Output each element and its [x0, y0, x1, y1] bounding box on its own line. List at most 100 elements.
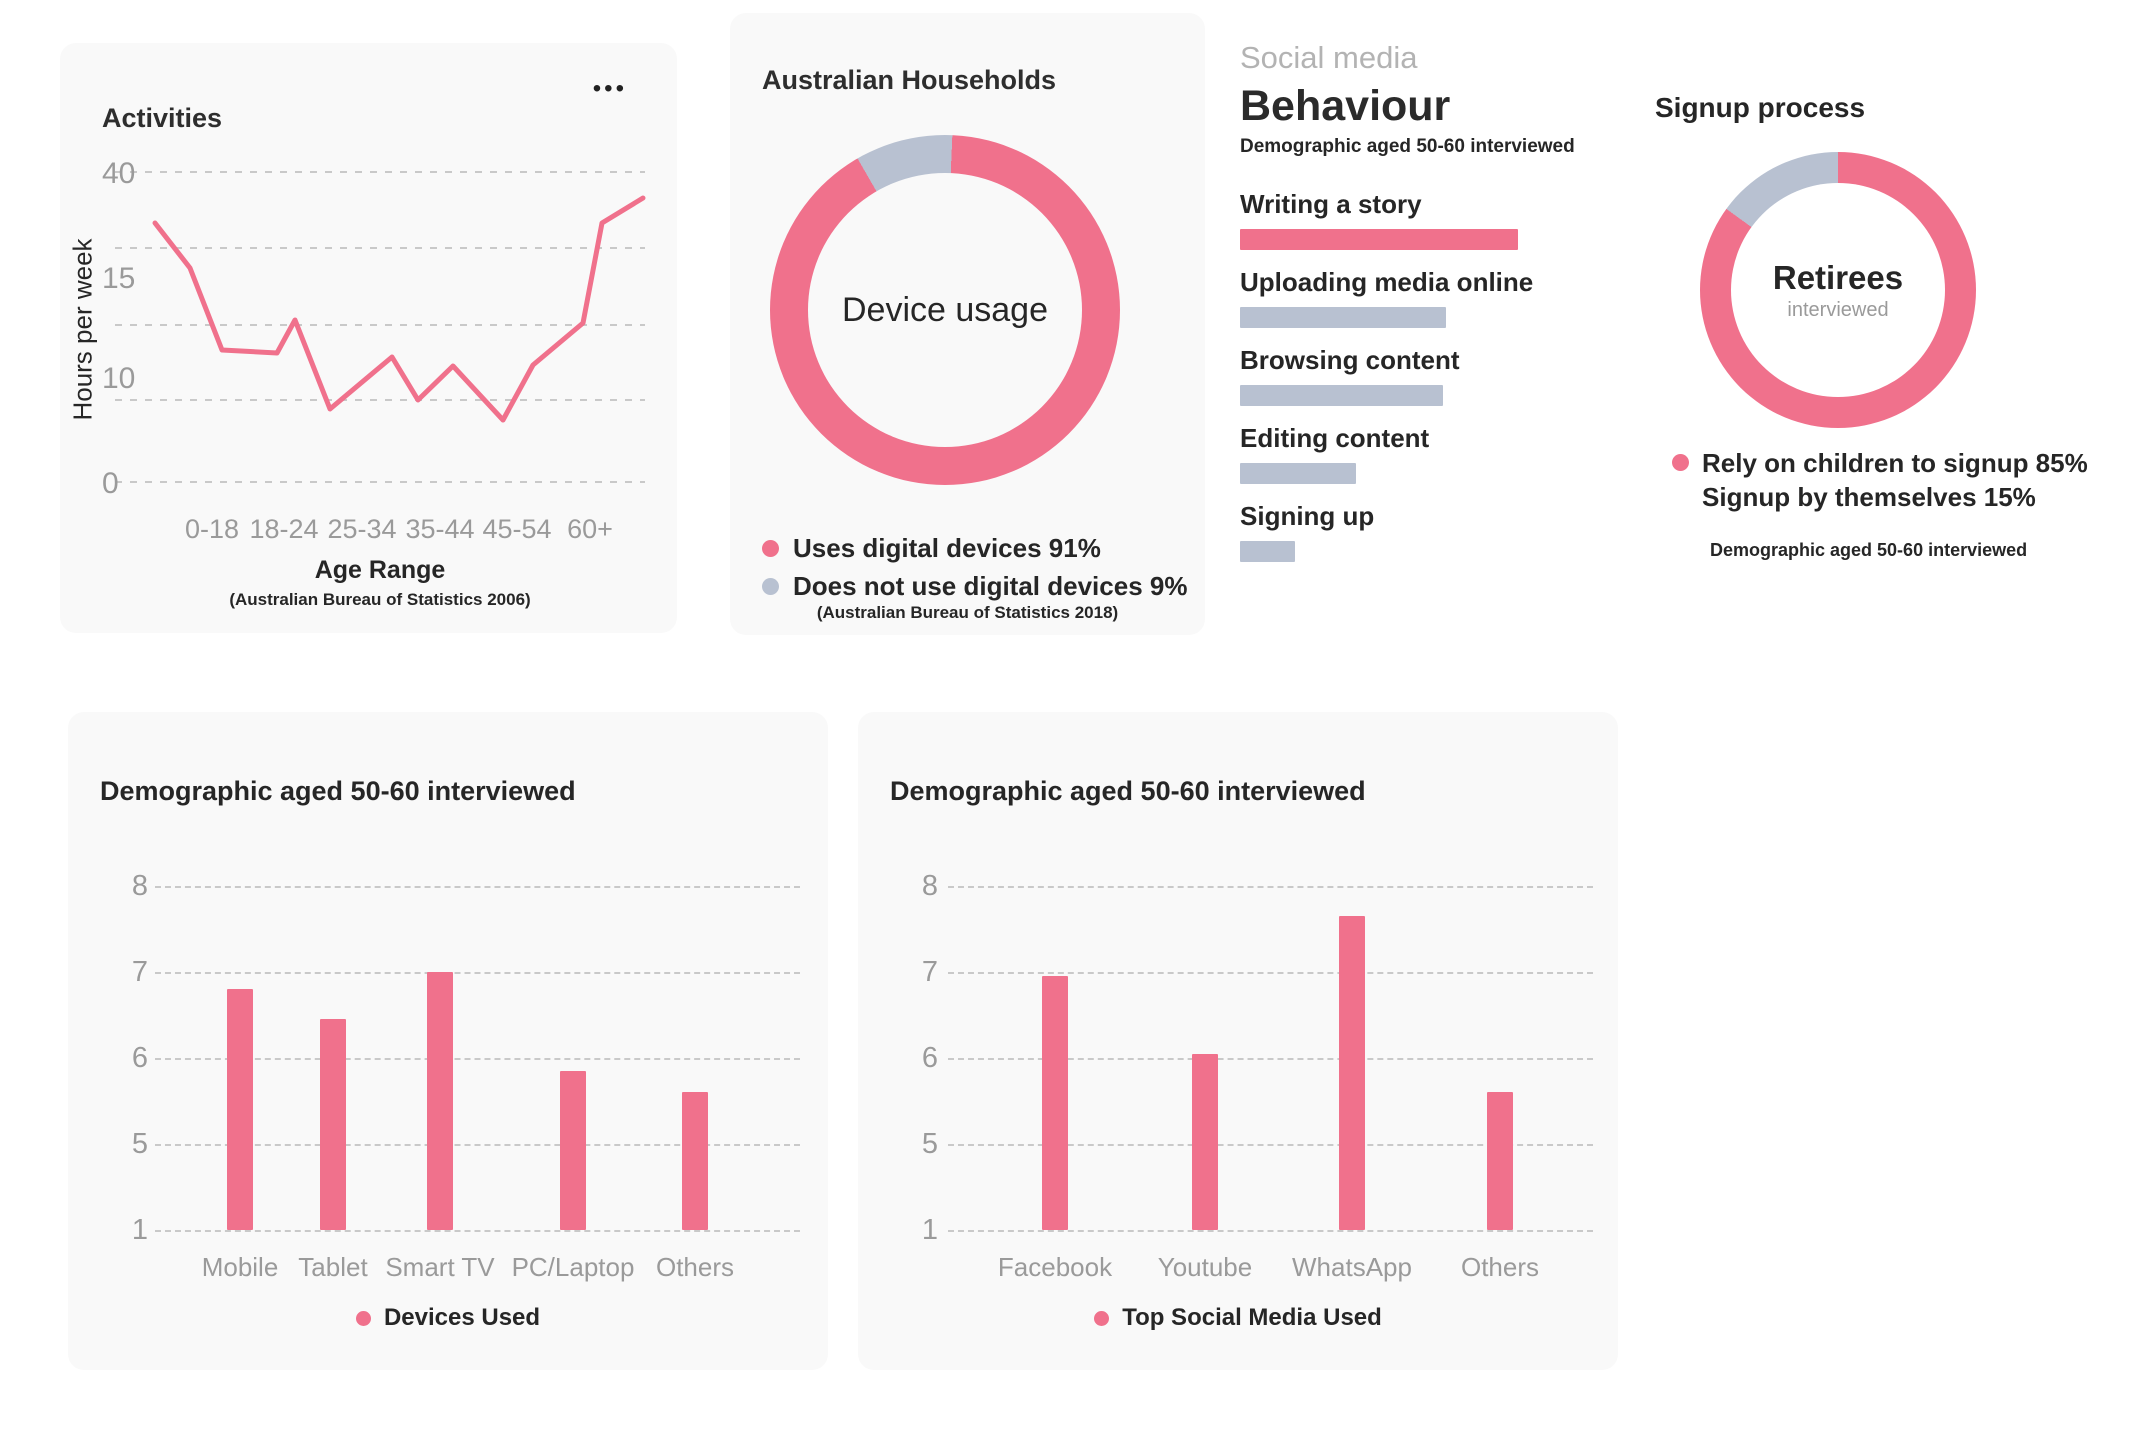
behaviour-item-bar [1240, 385, 1443, 406]
social-title: Demographic aged 50-60 interviewed [890, 776, 1366, 807]
devices-title: Demographic aged 50-60 interviewed [100, 776, 576, 807]
legend-label: Uses digital devices 91% [793, 533, 1101, 563]
legend-dot-icon [762, 540, 779, 557]
gridline [948, 1058, 1593, 1060]
x-tick-label: 35-44 [405, 514, 474, 544]
x-category-label: Facebook [997, 1252, 1113, 1282]
behaviour-item-bar [1240, 541, 1295, 562]
donut-center-label: Retirees [1772, 258, 1904, 296]
y-tick-label: 15 [102, 262, 135, 295]
gridline [155, 1144, 800, 1146]
y-tick-label: 1 [921, 1214, 938, 1246]
behaviour-item: Uploading media online [1240, 266, 1580, 328]
signup-legend-text: Rely on children to signup 85% Signup by… [1702, 446, 2088, 514]
gridline [948, 886, 1593, 888]
x-category-label: Others [1460, 1252, 1540, 1282]
behaviour-eyebrow: Social media [1240, 40, 1418, 75]
x-category-label: Tablet [298, 1252, 368, 1282]
behaviour-item-label: Signing up [1240, 501, 1375, 531]
x-category-label: PC/Laptop [511, 1252, 635, 1282]
gridline [948, 1230, 1593, 1232]
y-tick-label: 6 [921, 1042, 938, 1074]
signup-title: Signup process [1655, 92, 1866, 123]
social-media-card: Demographic aged 50-60 interviewed 8 7 6 5 1… [858, 712, 1618, 1370]
behaviour-bar-list: Writing a story Uploading media online Bro… [1240, 188, 1580, 562]
y-tick-label: 10 [102, 362, 135, 395]
bar [227, 989, 253, 1230]
activities-line-series [152, 195, 646, 423]
x-category-label: Smart TV [385, 1252, 495, 1282]
more-menu-icon[interactable]: ••• [592, 75, 627, 102]
legend-label: Top Social Media Used [1122, 1304, 1382, 1331]
households-title: Australian Households [762, 65, 1057, 96]
x-category-label: Youtube [1157, 1252, 1253, 1282]
x-axis-label: Age Range [314, 556, 446, 584]
bar [1042, 976, 1068, 1230]
legend-dot-icon [1094, 1310, 1110, 1326]
donut-center: Retirees interviewed [1731, 183, 1945, 397]
behaviour-item: Browsing content [1240, 344, 1580, 406]
activities-card: Activities ••• Hours per week 40 15 10 0 0-1… [60, 43, 677, 633]
y-tick-label: 7 [131, 956, 148, 988]
bar [560, 1071, 586, 1230]
signup-legend-line2: Signup by themselves 15% [1702, 482, 2036, 512]
behaviour-subtitle: Demographic aged 50-60 interviewed [1240, 136, 1575, 157]
households-source-note: (Australian Bureau of Statistics 2018) [816, 603, 1119, 622]
x-tick-label: 25-34 [327, 514, 396, 544]
y-tick-label: 8 [921, 870, 938, 902]
bar [682, 1092, 708, 1230]
legend-item: Uses digital devices 91% [762, 533, 1187, 564]
x-category-label: Others [655, 1252, 735, 1282]
devices-card: Demographic aged 50-60 interviewed 8 7 6 5 1… [68, 712, 828, 1370]
activities-source-note: (Australian Bureau of Statistics 2006) [229, 590, 531, 609]
gridline [948, 972, 1593, 974]
behaviour-item-bar [1240, 229, 1518, 250]
bar [320, 1019, 346, 1230]
x-tick-label: 60+ [567, 514, 613, 544]
behaviour-item-label: Editing content [1240, 423, 1430, 453]
gridline [155, 1230, 800, 1232]
gridline [155, 886, 800, 888]
gridline [155, 1058, 800, 1060]
legend-dot-icon [355, 1310, 371, 1326]
activities-title: Activities [102, 103, 223, 134]
gridline [155, 972, 800, 974]
donut-center-label: Device usage [841, 290, 1048, 329]
behaviour-item: Signing up [1240, 500, 1580, 562]
behaviour-item: Writing a story [1240, 188, 1580, 250]
y-axis-label: Hours per week [67, 238, 98, 421]
donut-center: Device usage [808, 173, 1082, 447]
social-bar-chart: 8 7 6 5 1 Facebook Youtube WhatsApp Others Top So… [858, 712, 1618, 1370]
signup-legend-line1: Rely on children to signup 85% [1702, 448, 2088, 478]
y-tick-label: 5 [921, 1128, 938, 1160]
x-tick-label: 18-24 [249, 514, 318, 544]
behaviour-item-bar [1240, 307, 1446, 328]
legend-item: Does not use digital devices 9% [762, 571, 1187, 602]
chart-legend: Devices Used [68, 1304, 828, 1332]
households-legend: Uses digital devices 91% Does not use dig… [762, 533, 1187, 609]
y-tick-label: 8 [131, 870, 148, 902]
signup-source-note: Demographic aged 50-60 interviewed [1710, 540, 2028, 560]
bar [1487, 1092, 1513, 1230]
behaviour-section: Social media Behaviour Demographic aged … [1240, 40, 1580, 578]
behaviour-item-label: Browsing content [1240, 345, 1460, 375]
signup-donut-chart: Retirees interviewed [1700, 152, 1976, 428]
gridline [948, 1144, 1593, 1146]
x-category-label: WhatsApp [1292, 1252, 1412, 1282]
bar [427, 972, 453, 1230]
y-tick-label: 7 [921, 956, 938, 988]
households-card: Australian Households Device usage Uses … [730, 13, 1205, 635]
y-tick-label: 5 [131, 1128, 148, 1160]
legend-dot-icon [762, 578, 779, 595]
y-tick-label: 6 [131, 1042, 148, 1074]
y-tick-label: 0 [102, 467, 119, 500]
x-tick-label: 45-54 [482, 514, 551, 544]
device-usage-donut-chart: Device usage [770, 135, 1120, 485]
behaviour-item-label: Uploading media online [1240, 267, 1534, 297]
bar [1192, 1054, 1218, 1230]
donut-center-sublabel: interviewed [1787, 298, 1889, 321]
y-tick-label: 40 [102, 157, 135, 190]
activities-line-chart: 40 15 10 0 0-18 18-24 25-34 35-44 45-54 60+ [102, 157, 646, 544]
signup-legend: Rely on children to signup 85% Signup by… [1672, 446, 2088, 514]
legend-label: Does not use digital devices 9% [793, 571, 1188, 601]
